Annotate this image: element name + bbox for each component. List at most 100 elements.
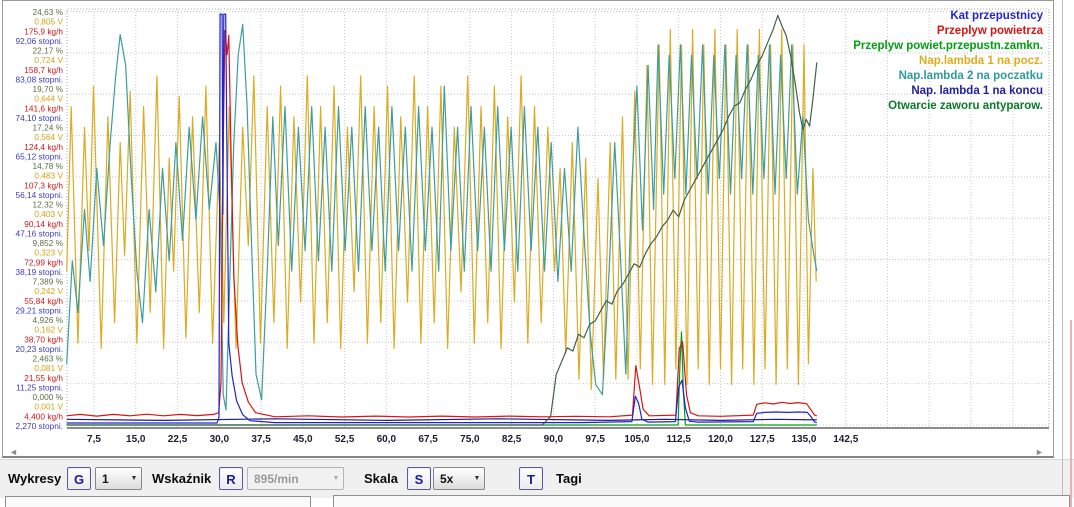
x-axis-tick-label: 90,0 [544,434,564,445]
y-axis-tick-label: 0,001 V [34,402,63,412]
x-axis-tick-label: 7,5 [87,434,101,445]
bottom-right-panel [333,495,1070,507]
y-axis-tick-label: 0,242 V [34,286,63,296]
x-axis-tick-label: 135,0 [791,434,816,445]
x-axis-tick-label: 67,5 [418,434,438,445]
y-axis-tick-label: 0,000 % [33,392,64,402]
chart-number-select[interactable]: 1 ▼ [95,467,142,490]
y-axis-tick-label: 74,10 stopni. [15,113,63,123]
x-axis-tick-label: 105,0 [624,434,649,445]
series-line [66,28,817,391]
window-edge-line [1062,0,1063,495]
wskaznik-label: Wskaźnik [152,471,212,486]
chart-grid [66,8,1050,428]
y-axis-tick-label: 4,926 % [33,315,64,325]
y-axis-tick-label: 38,19 stopni. [15,267,63,277]
indicator-button[interactable]: R [219,467,243,490]
series-line [66,13,817,424]
y-axis-tick-label: 29,21 stopni. [15,305,63,315]
tagi-label: Tagi [556,471,582,486]
y-axis-tick-label: 21,55 kg/h [24,373,63,383]
y-axis-tick-label: 2,463 % [33,354,64,364]
y-axis-tick-label: 0,805 V [34,17,63,27]
y-axis-tick-label: 72,99 kg/h [24,257,63,267]
x-axis-tick-label: 30,0 [210,434,230,445]
y-axis-tick-label: 19,70 % [33,84,64,94]
y-axis-tick-label: 0,162 V [34,325,63,335]
x-axis-tick-label: 142,5 [833,434,858,445]
y-axis-tick-label: 90,14 kg/h [24,219,63,229]
x-axis-tick-label: 82,5 [502,434,522,445]
y-axis-tick-label: 12,32 % [33,200,64,210]
y-axis-tick-label: 92,06 stopni. [15,36,63,46]
y-axis-tick-label: 0,564 V [34,132,63,142]
y-axis-tick-label: 2,270 stopni. [15,421,63,431]
scale-value: 5x [440,471,454,486]
legend-item: Przeplyw powiet.przepustn.zamkn. [853,40,1043,52]
y-axis-tick-label: 0,081 V [34,363,63,373]
y-axis-tick-label: 83,08 stopni. [15,74,63,84]
chevron-down-icon: ▼ [332,475,340,482]
y-axis-tick-label: 11,25 stopni. [16,382,63,392]
y-axis-tick-label: 9,852 % [33,238,64,248]
chart-series [66,13,818,426]
y-axis-tick-label: 55,84 kg/h [24,296,63,306]
x-axis-tick-label: 52,5 [335,434,355,445]
series-line [66,23,818,411]
y-axis-tick-label: 0,323 V [34,248,63,258]
y-axis-tick-label: 7,389 % [33,277,64,287]
x-axis-tick-label: 127,5 [750,434,775,445]
series-line [66,29,817,418]
indicator-select: 895/min ▼ [247,467,344,490]
y-axis-tick-label: 14,78 % [33,161,64,171]
x-axis-tick-label: 22,5 [168,434,188,445]
y-axis-tick-label: 0,483 V [34,171,63,181]
series-line [66,331,817,426]
scroll-right-icon[interactable]: ► [1035,447,1044,457]
series-line [66,14,818,426]
chevron-down-icon: ▼ [130,475,138,482]
y-axis-tick-label: 65,12 stopni. [15,151,63,161]
y-axis-tick-label: 0,724 V [34,55,63,65]
y-axis-tick-label: 124,4 kg/h [24,142,63,152]
y-axis-tick-label: 22,17 % [33,46,64,56]
x-axis-tick-label: 120,0 [708,434,733,445]
legend-item: Kat przepustnicy [950,10,1043,22]
wykresy-label: Wykresy [8,471,62,486]
y-axis-tick-label: 175,9 kg/h [24,26,63,36]
y-axis-tick-label: 141,6 kg/h [24,103,63,113]
y-axis-tick-label: 4,400 kg/h [24,411,63,421]
y-axis-tick-label: 24,63 % [33,7,64,17]
y-axis-tick-label: 47,16 stopni. [15,228,63,238]
chart-container: 24,63 % 0,805 V 175,9 kg/h 92,06 stopni. 22,… [2,0,1054,458]
scale-button[interactable]: S [407,467,431,490]
legend-item: Nap. lambda 1 na koncu [911,85,1043,97]
graphs-button[interactable]: G [67,467,91,490]
y-axis-tick-label: 17,24 % [33,123,64,133]
bottom-left-panel [5,496,311,507]
chart-legend: Kat przepustnicy Przeplyw powietrza Przepl… [853,9,1043,114]
indicator-value: 895/min [254,471,299,486]
x-axis-tick-label: 45,0 [293,434,313,445]
tags-button[interactable]: T [519,467,543,490]
legend-item: Nap.lambda 2 na poczatku [898,70,1043,82]
x-axis-tick-label: 75,0 [460,434,480,445]
y-axis-tick-label: 107,3 kg/h [24,180,63,190]
chevron-down-icon: ▼ [473,475,481,482]
legend-item: Przeplyw powietrza [936,25,1043,37]
chart-number-value: 1 [102,471,109,486]
x-axis-tick-label: 97,5 [585,434,605,445]
x-axis-labels: 7,5 15,0 22,5 30,0 37,5 45,0 52,5 60,0 67,5 75,0 8… [87,434,859,445]
side-panel-edge-line [1070,320,1072,507]
x-axis-tick-label: 15,0 [126,434,146,445]
y-axis-tick-label: 56,14 stopni. [15,190,63,200]
scroll-left-icon[interactable]: ◄ [9,447,18,457]
x-axis-tick-label: 37,5 [251,434,271,445]
x-axis-tick-label: 112,5 [666,434,691,445]
y-axis-tick-label: 0,644 V [34,94,63,104]
y-axis-tick-label: 20,23 stopni. [15,344,63,354]
scale-select[interactable]: 5x ▼ [433,467,485,490]
